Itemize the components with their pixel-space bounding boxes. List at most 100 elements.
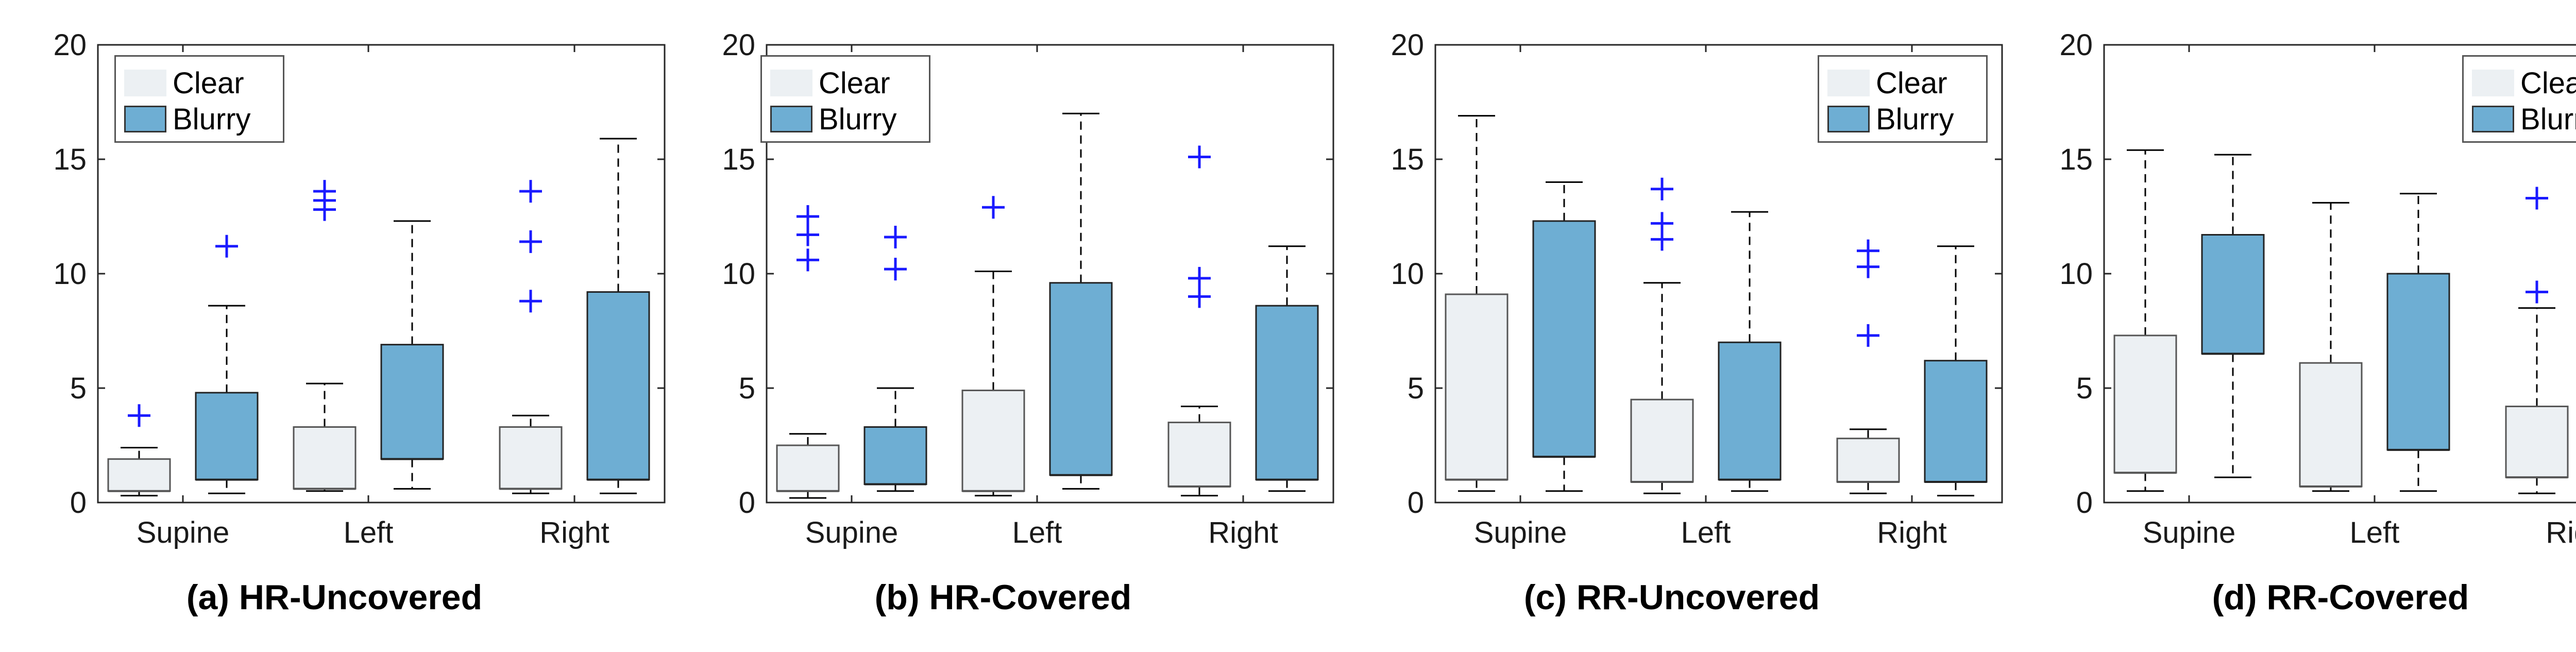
legend-entry-clear: Clear [2472, 66, 2576, 100]
box-body [1445, 293, 1509, 481]
box-body [2201, 234, 2265, 355]
y-tick-label: 15 [2059, 143, 2093, 176]
outlier-marker [128, 404, 150, 427]
outlier-marker [215, 235, 238, 258]
box-body [863, 426, 927, 485]
legend-swatch-clear [1827, 70, 1870, 96]
outlier-marker [2526, 187, 2548, 210]
box-body [1836, 438, 1900, 483]
caption-b: (b) HR-Covered [874, 578, 1132, 617]
caption-a: (a) HR-Uncovered [186, 578, 483, 617]
box-blurry-left [2386, 193, 2450, 492]
legend-entry-blurry: Blurry [1827, 102, 1954, 136]
y-tick-label: 10 [722, 257, 755, 291]
box-blurry-left [1049, 112, 1113, 490]
x-tick-label: Supine [2143, 516, 2236, 549]
box-body [1167, 422, 1231, 488]
box-body [1532, 220, 1596, 458]
legend-entry-blurry: Blurry [124, 102, 250, 136]
chart-b: 0 5 10 15 20 Supine Left Right [722, 28, 1334, 549]
y-tick-label: 10 [53, 257, 87, 291]
legend-swatch-clear [2472, 70, 2514, 96]
legend-swatch-blurry [770, 106, 812, 132]
outlier-marker [1188, 145, 1211, 169]
outlier-marker [884, 225, 907, 248]
box-body [2386, 273, 2450, 451]
legend-entry-clear: Clear [770, 66, 890, 100]
x-tick-label: Left [1681, 516, 1731, 549]
y-tick-label: 15 [1391, 143, 1424, 176]
box-body [2505, 406, 2569, 478]
legend-label-clear: Clear [2520, 66, 2576, 100]
outlier-marker [2526, 280, 2548, 304]
panel-b: 0 5 10 15 20 Supine Left Right Clear Blurry (b)… [669, 0, 1337, 652]
box-blurry-right [586, 138, 650, 494]
legend-label-blurry: Blurry [173, 102, 251, 136]
x-tick-label: Right [539, 516, 609, 549]
legend-label-clear: Clear [1876, 66, 1947, 100]
outlier-marker [796, 205, 819, 228]
legend-swatch-blurry [124, 106, 166, 132]
outlier-marker [884, 258, 907, 281]
x-tick-label: Supine [137, 516, 230, 549]
box-clear-right [499, 180, 563, 494]
box-body [195, 392, 259, 481]
box-body [1255, 305, 1319, 481]
box-blurry-supine [1532, 181, 1596, 492]
box-body [1049, 282, 1113, 476]
y-tick-label: 20 [722, 28, 755, 62]
box-blurry-left [380, 220, 444, 490]
box-blurry-supine [2201, 154, 2265, 478]
box-blurry-supine [195, 235, 259, 494]
box-body [2299, 362, 2363, 488]
y-tick-label: 10 [1391, 257, 1424, 291]
legend-entry-clear: Clear [1827, 66, 1947, 100]
outlier-marker [1188, 266, 1211, 290]
x-tick-label: Right [1208, 516, 1278, 549]
panel-a: 0 5 10 15 20 Supine Left Right Clear Blurry (a)… [0, 0, 669, 652]
y-tick-label: 15 [53, 143, 87, 176]
y-tick-label: 5 [1408, 372, 1424, 405]
y-tick-label: 0 [70, 486, 87, 520]
legend-d: Clear Blurry [2462, 55, 2576, 143]
y-tick-label: 0 [739, 486, 755, 520]
box-body [776, 444, 840, 492]
x-tick-label: Right [2546, 516, 2576, 549]
legend-entry-clear: Clear [124, 66, 244, 100]
outlier-marker [982, 196, 1005, 219]
outlier-marker [1651, 177, 1673, 200]
box-body [586, 291, 650, 481]
box-clear-left [961, 196, 1025, 497]
outlier-marker [519, 290, 542, 313]
x-tick-label: Left [2350, 516, 2400, 549]
legend-swatch-blurry [2472, 106, 2514, 132]
box-body [2113, 335, 2177, 474]
legend-label-clear: Clear [819, 66, 890, 100]
caption-d: (d) RR-Covered [2212, 578, 2469, 617]
outlier-marker [519, 180, 542, 203]
box-clear-right [1167, 145, 1231, 497]
caption-c: (c) RR-Uncovered [1523, 578, 1820, 617]
legend-entry-blurry: Blurry [770, 102, 896, 136]
y-tick-label: 20 [2059, 28, 2093, 62]
legend-swatch-clear [124, 70, 166, 96]
box-body [1718, 341, 1782, 481]
box-body [293, 426, 357, 490]
outlier-marker [1857, 239, 1879, 262]
legend-label-blurry: Blurry [2520, 102, 2576, 136]
box-body [380, 344, 444, 460]
legend-c: Clear Blurry [1818, 55, 1988, 143]
box-clear-supine [1445, 115, 1509, 492]
box-blurry-supine [863, 225, 927, 492]
legend-entry-blurry: Blurry [2472, 102, 2576, 136]
outlier-marker [519, 230, 542, 253]
outlier-marker [1651, 212, 1673, 235]
box-body [107, 458, 171, 492]
y-tick-label: 20 [1391, 28, 1424, 62]
x-tick-label: Left [1012, 516, 1062, 549]
box-clear-left [293, 180, 357, 492]
x-tick-label: Supine [1474, 516, 1567, 549]
y-tick-label: 20 [53, 28, 87, 62]
box-clear-supine [2113, 149, 2177, 492]
